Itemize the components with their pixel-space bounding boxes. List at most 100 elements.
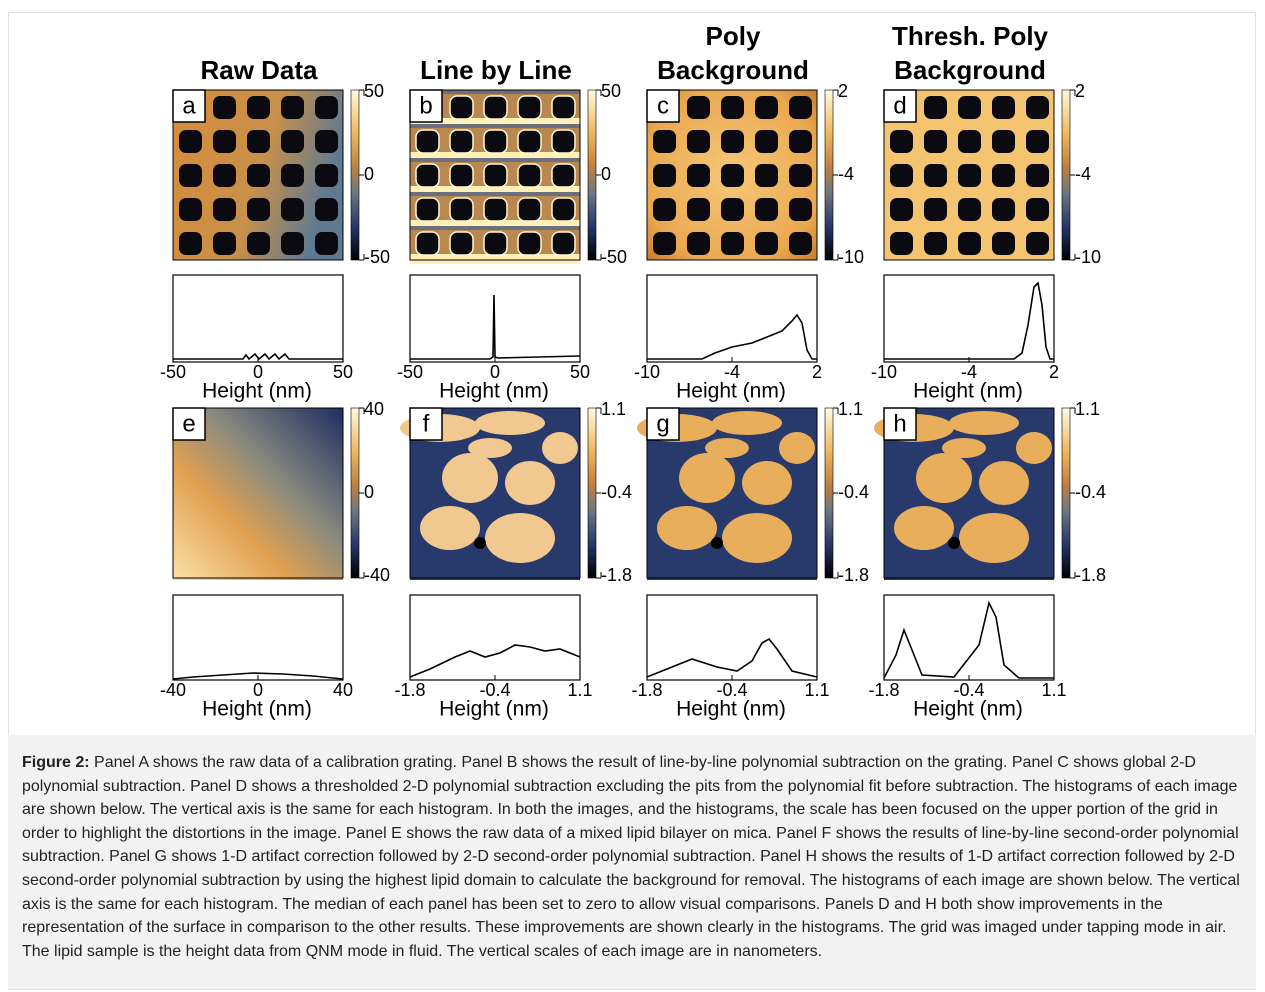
pit (721, 96, 744, 119)
domain (949, 411, 1019, 435)
pit (789, 96, 812, 119)
pit (213, 232, 236, 255)
pit (213, 130, 236, 153)
panel-label: b (419, 92, 432, 119)
pit (247, 164, 270, 187)
domain (505, 461, 555, 505)
stripe (410, 226, 580, 230)
pit (416, 164, 439, 187)
x-axis-label: Height (nm) (676, 698, 786, 721)
column-title: Thresh. Poly (892, 21, 1049, 51)
colorbar-tick-label: 50 (364, 81, 384, 101)
pit (179, 198, 202, 221)
pit (1026, 232, 1049, 255)
pit (958, 198, 981, 221)
histogram-tick-label: -40 (160, 680, 186, 700)
pit (992, 96, 1015, 119)
colorbar-tick-label: 2 (1075, 81, 1085, 101)
colorbar-tick-label: -40 (364, 565, 390, 585)
pit (179, 130, 202, 153)
histogram-frame (884, 595, 1054, 680)
pit (450, 96, 473, 119)
colorbar-tick-label: 1.1 (1075, 399, 1100, 419)
pit (484, 164, 507, 187)
colorbar-tick-label: -0.4 (838, 482, 869, 502)
pit (1026, 130, 1049, 153)
x-axis-label: Height (nm) (439, 380, 549, 403)
pit (281, 96, 304, 119)
pit (924, 198, 947, 221)
pit (958, 232, 981, 255)
pit (890, 232, 913, 255)
pit (958, 164, 981, 187)
pit (992, 164, 1015, 187)
domain (894, 506, 954, 550)
pit (518, 198, 541, 221)
pit (1026, 96, 1049, 119)
pit (890, 130, 913, 153)
pit (518, 96, 541, 119)
histogram-tick-label: -50 (160, 362, 186, 382)
page: Raw DataLine by LinePolyBackgroundThresh… (0, 0, 1265, 992)
stripe (410, 124, 580, 128)
histogram-tick-label: -1.8 (868, 680, 899, 700)
colorbar-tick-label: 50 (601, 81, 621, 101)
pit (653, 130, 676, 153)
domain (420, 506, 480, 550)
pit (653, 198, 676, 221)
domain (1016, 432, 1052, 464)
colorbar-tick-label: 0 (601, 164, 611, 184)
colorbar-tick-label: -50 (601, 247, 627, 267)
pit (213, 198, 236, 221)
histogram-tick-label: 1.1 (567, 680, 592, 700)
caption-label: Figure 2: (22, 754, 90, 771)
pit (484, 96, 507, 119)
pit (552, 130, 575, 153)
defect (948, 537, 960, 549)
stripe (410, 192, 580, 196)
pit (213, 164, 236, 187)
panel-label: a (182, 92, 196, 119)
panel-label: h (893, 410, 906, 437)
domain (657, 506, 717, 550)
stripe (410, 158, 580, 162)
colorbar-tick-label: -10 (1075, 247, 1101, 267)
histogram-tick-label: -10 (871, 362, 897, 382)
pit (755, 198, 778, 221)
colorbar (1062, 90, 1070, 260)
pit (890, 198, 913, 221)
domain (542, 432, 578, 464)
histogram-tick-label: 1.1 (1041, 680, 1066, 700)
pit (687, 232, 710, 255)
pit (179, 232, 202, 255)
histogram-tick-label: -10 (634, 362, 660, 382)
domain (705, 438, 749, 458)
pit (789, 198, 812, 221)
pit (416, 198, 439, 221)
pit (450, 130, 473, 153)
colorbar-tick-label: -50 (364, 247, 390, 267)
pit (721, 232, 744, 255)
column-title: Raw Data (200, 55, 318, 85)
pit (247, 198, 270, 221)
pit (755, 96, 778, 119)
colorbar-tick-label: -0.4 (601, 482, 632, 502)
colorbar-tick-label: -10 (838, 247, 864, 267)
pit (315, 130, 338, 153)
pit (789, 164, 812, 187)
histogram-frame (647, 275, 817, 362)
x-axis-label: Height (nm) (913, 698, 1023, 721)
pit (281, 198, 304, 221)
colorbar-tick-label: 2 (838, 81, 848, 101)
pit (518, 232, 541, 255)
caption-text: Panel A shows the raw data of a calibrat… (22, 754, 1240, 960)
histogram-tick-label: 40 (333, 680, 353, 700)
panel-label: e (182, 410, 195, 437)
panel-label: g (656, 410, 669, 437)
pit (552, 232, 575, 255)
pit (518, 130, 541, 153)
pit (992, 130, 1015, 153)
pit (789, 130, 812, 153)
domain (722, 513, 792, 563)
